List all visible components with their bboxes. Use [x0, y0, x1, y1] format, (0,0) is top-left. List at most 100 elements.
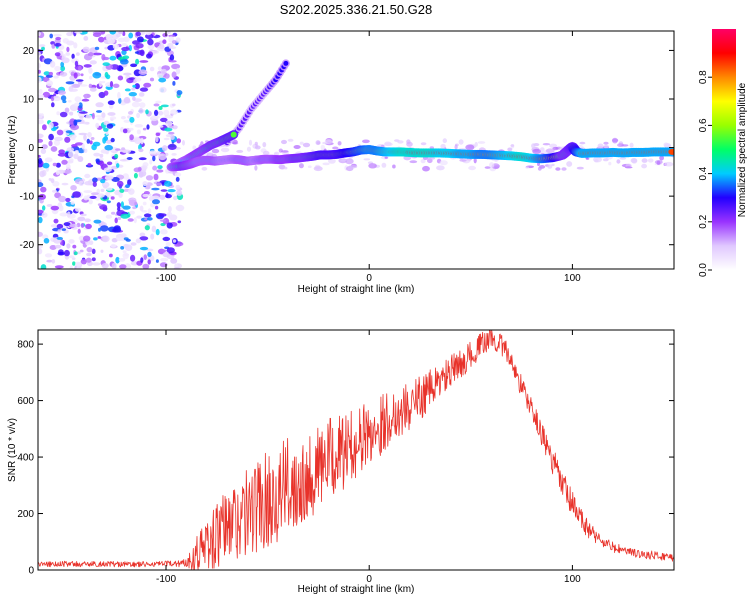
- noise-speckle: [99, 204, 108, 210]
- noise-speckle: [104, 46, 108, 50]
- trace-halo-speckle: [246, 146, 252, 152]
- noise-speckle: [118, 192, 123, 198]
- trace-halo-speckle: [525, 166, 530, 169]
- noise-speckle: [48, 71, 53, 76]
- trace-halo-speckle: [664, 161, 674, 167]
- noise-speckle: [73, 153, 79, 160]
- noise-speckle: [123, 72, 132, 76]
- noise-speckle: [162, 39, 167, 44]
- noise-speckle: [130, 254, 136, 262]
- noise-speckle: [156, 182, 162, 186]
- noise-speckle: [109, 253, 113, 258]
- noise-speckle: [119, 188, 125, 193]
- snr-y-tick-label: 200: [17, 509, 34, 520]
- noise-speckle: [137, 166, 142, 172]
- noise-speckle: [38, 51, 41, 57]
- noise-speckle: [59, 71, 68, 77]
- noise-speckle: [66, 40, 75, 46]
- noise-speckle: [133, 98, 142, 102]
- noise-speckle: [43, 238, 50, 244]
- noise-speckle: [49, 33, 53, 39]
- noise-speckle: [83, 148, 88, 153]
- trace-halo-speckle: [299, 141, 304, 145]
- trace-halo-speckle: [459, 159, 467, 162]
- noise-speckle: [175, 184, 181, 190]
- noise-speckle: [92, 32, 102, 38]
- noise-speckle: [42, 76, 50, 83]
- noise-speckle: [147, 38, 154, 46]
- spectrogram-y-tick-label: 0: [28, 143, 34, 154]
- noise-speckle: [125, 184, 130, 189]
- noise-speckle: [170, 134, 175, 141]
- noise-speckle: [63, 222, 71, 227]
- noise-speckle: [91, 192, 99, 196]
- trace-halo-speckle: [561, 167, 567, 171]
- noise-speckle: [95, 102, 104, 108]
- noise-speckle: [160, 257, 169, 262]
- noise-speckle: [149, 159, 153, 165]
- trace-halo-speckle: [629, 142, 634, 148]
- main-trace-point: [668, 148, 674, 155]
- noise-speckle: [139, 236, 149, 241]
- trace-halo-speckle: [248, 139, 253, 146]
- noise-speckle: [61, 228, 66, 231]
- noise-speckle: [120, 213, 130, 219]
- trace-halo-speckle: [597, 143, 604, 149]
- noise-speckle: [134, 201, 138, 206]
- noise-speckle: [98, 36, 105, 43]
- noise-speckle: [83, 35, 89, 41]
- noise-speckle: [157, 66, 163, 71]
- noise-speckle: [138, 157, 147, 161]
- trace-halo-speckle: [409, 160, 418, 164]
- trace-halo-speckle: [510, 144, 515, 149]
- noise-speckle: [175, 204, 185, 212]
- noise-speckle: [84, 94, 88, 100]
- noise-speckle: [41, 46, 45, 51]
- noise-speckle: [98, 80, 103, 88]
- noise-speckle: [111, 211, 116, 215]
- noise-speckle: [115, 33, 121, 38]
- noise-speckle: [152, 165, 158, 171]
- noise-speckle: [86, 247, 93, 253]
- noise-speckle: [48, 122, 54, 129]
- noise-speckle: [38, 31, 41, 37]
- noise-speckle: [127, 218, 134, 222]
- noise-speckle: [131, 101, 141, 108]
- noise-speckle: [65, 163, 71, 170]
- noise-speckle: [107, 112, 116, 116]
- noise-speckle: [38, 182, 44, 188]
- noise-speckle: [152, 155, 156, 162]
- noise-speckle: [89, 140, 93, 145]
- noise-speckle: [128, 92, 137, 97]
- noise-speckle: [68, 239, 75, 244]
- noise-speckle: [61, 57, 70, 64]
- trace-halo-speckle: [540, 149, 544, 154]
- noise-speckle: [54, 65, 61, 72]
- diagonal-trace-point: [283, 60, 289, 66]
- noise-speckle: [140, 257, 144, 263]
- noise-speckle: [116, 163, 120, 168]
- noise-speckle: [65, 52, 71, 56]
- noise-speckle: [155, 228, 160, 236]
- snr-panel: -100 0 100 0 200 400 600 800 Height of straigh…: [7, 329, 675, 595]
- noise-speckle: [66, 147, 75, 153]
- noise-speckle: [124, 88, 131, 92]
- noise-speckle: [147, 44, 155, 50]
- noise-speckle: [145, 109, 149, 115]
- noise-speckle: [38, 231, 43, 237]
- noise-speckle: [46, 259, 53, 263]
- noise-speckle: [38, 138, 44, 143]
- noise-speckle: [89, 60, 97, 65]
- noise-speckle: [55, 170, 60, 176]
- noise-speckle: [151, 187, 160, 191]
- trace-halo-speckle: [507, 147, 513, 152]
- noise-speckle: [55, 244, 62, 249]
- noise-speckle: [96, 110, 102, 113]
- noise-speckle: [166, 222, 173, 229]
- trace-halo-speckle: [616, 159, 621, 164]
- trace-halo-speckle: [647, 158, 654, 163]
- noise-speckle: [122, 205, 131, 210]
- noise-speckle: [48, 140, 53, 147]
- noise-speckle: [119, 159, 127, 162]
- noise-speckle: [100, 179, 106, 184]
